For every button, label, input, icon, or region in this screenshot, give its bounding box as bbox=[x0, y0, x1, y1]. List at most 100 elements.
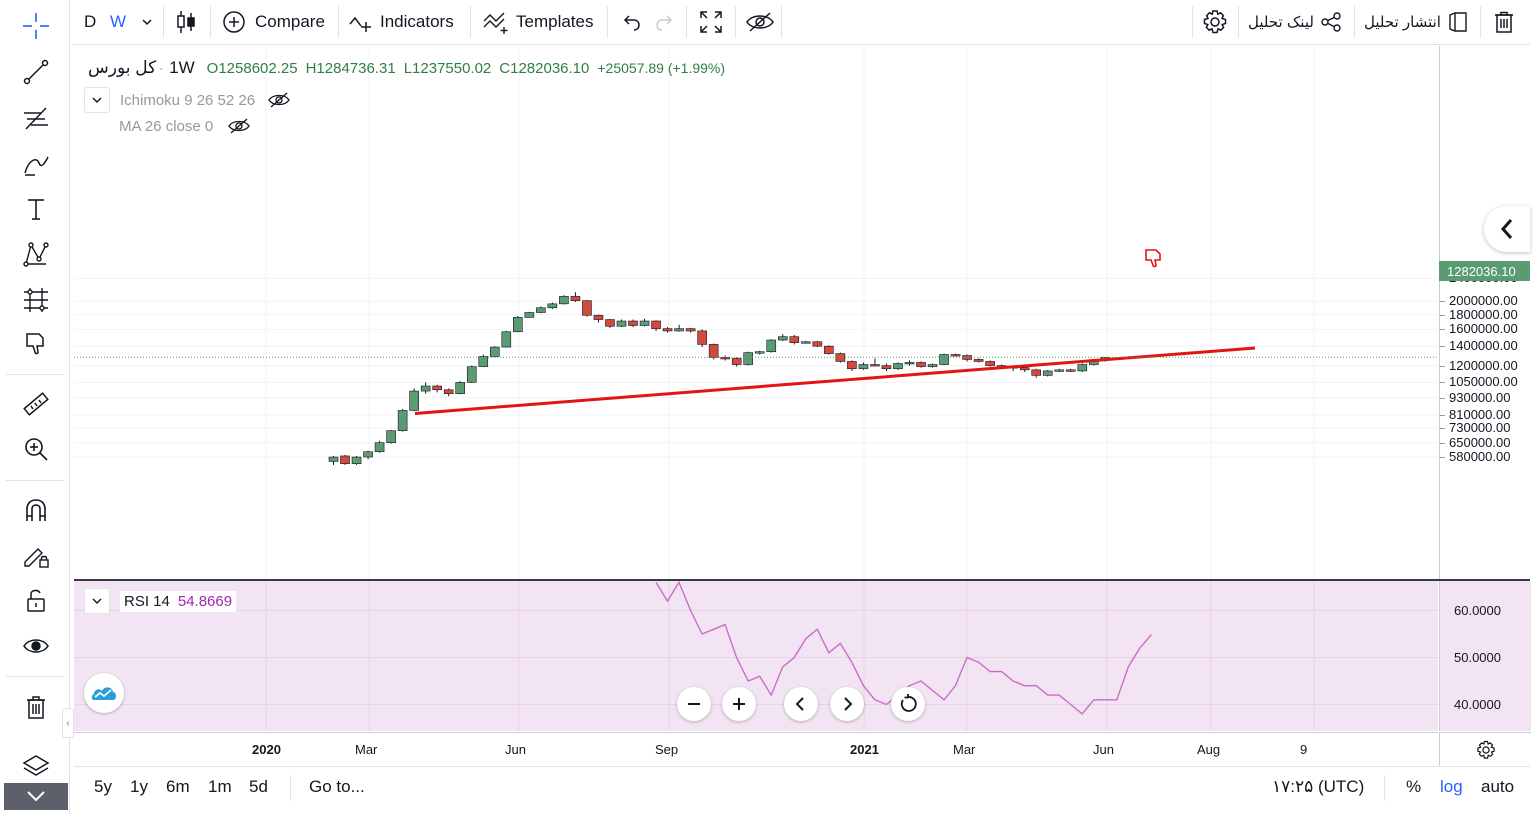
candle-body bbox=[674, 328, 684, 332]
price-axis[interactable]: 2400000.002000000.001800000.001600000.00… bbox=[1439, 46, 1531, 579]
scroll-right-button[interactable] bbox=[830, 687, 864, 721]
time-axis[interactable]: 2020 Mar Jun Sep 2021 Mar Jun Aug 9 bbox=[74, 732, 1438, 767]
collapse-left-toolbar-handle[interactable]: ‹ bbox=[62, 708, 74, 738]
bottom-toolbar: 5y 1y 6m 1m 5d Go to... ۱۷:۲۵ (UTC) % lo… bbox=[74, 766, 1530, 809]
rsi-pane[interactable] bbox=[74, 581, 1438, 731]
time-axis-label: Aug bbox=[1197, 742, 1221, 757]
pane-divider[interactable] bbox=[74, 579, 1530, 581]
indicators-button[interactable]: Indicators bbox=[348, 0, 454, 44]
chevron-down-icon bbox=[92, 598, 102, 604]
range-1m-button[interactable]: 1m bbox=[208, 777, 232, 796]
undo-button[interactable] bbox=[620, 0, 642, 44]
price-axis-tick bbox=[1440, 442, 1445, 444]
candle bbox=[731, 357, 742, 367]
delete-button[interactable] bbox=[1492, 0, 1516, 44]
price-axis-label: 730000.00 bbox=[1449, 420, 1511, 436]
price-axis-label: 580000.00 bbox=[1449, 449, 1511, 465]
magnet-icon[interactable] bbox=[16, 490, 56, 530]
price-pane[interactable] bbox=[74, 46, 1438, 579]
eye-off-icon[interactable] bbox=[267, 91, 291, 109]
crosshair-icon[interactable] bbox=[16, 6, 56, 46]
candle bbox=[835, 352, 846, 363]
candle-body bbox=[731, 358, 742, 365]
templates-button[interactable]: Templates bbox=[482, 0, 593, 44]
candle bbox=[1019, 366, 1030, 373]
expand-panel-button[interactable] bbox=[1484, 206, 1530, 252]
eye-off-icon[interactable] bbox=[227, 117, 251, 135]
rsi-name[interactable]: RSI 14 bbox=[120, 590, 174, 612]
zoom-in-icon[interactable] bbox=[16, 429, 56, 469]
legend-high: H1284736.31 bbox=[305, 59, 396, 77]
fullscreen-button[interactable] bbox=[698, 0, 724, 44]
chevron-left-icon bbox=[795, 697, 804, 711]
log-scale-button[interactable]: log bbox=[1440, 777, 1463, 796]
compare-button[interactable]: Compare bbox=[222, 0, 325, 44]
candle-body bbox=[1019, 367, 1030, 371]
candle-body bbox=[651, 320, 661, 329]
unlock-icon[interactable] bbox=[16, 580, 56, 620]
rsi-axis[interactable]: 60.0000 50.0000 40.0000 bbox=[1439, 581, 1531, 731]
scroll-left-button[interactable] bbox=[784, 687, 818, 721]
gear-icon bbox=[1203, 10, 1227, 34]
range-1y-button[interactable]: 1y bbox=[130, 777, 148, 796]
candle-body bbox=[777, 336, 788, 341]
interval-w-button[interactable]: W bbox=[110, 12, 127, 31]
publish-analysis-button[interactable]: انتشار تحلیل bbox=[1364, 0, 1469, 44]
candle-body bbox=[1042, 370, 1053, 376]
interval-dropdown[interactable] bbox=[140, 0, 154, 44]
chevron-right-icon bbox=[844, 697, 853, 711]
timezone-clock[interactable]: ۱۷:۲۵ (UTC) bbox=[1272, 777, 1365, 796]
link-analysis-button[interactable]: لینک تحلیل bbox=[1248, 0, 1342, 44]
redo-button[interactable] bbox=[654, 0, 676, 44]
ma-label[interactable]: MA 26 close 0 bbox=[119, 117, 214, 135]
range-5d-button[interactable]: 5d bbox=[249, 777, 268, 796]
trendline-drawing[interactable] bbox=[414, 346, 1256, 415]
trash-icon[interactable] bbox=[16, 687, 56, 727]
fullscreen-icon bbox=[700, 11, 722, 33]
candle-body bbox=[340, 455, 350, 465]
goto-button[interactable]: Go to... bbox=[309, 777, 365, 796]
eye-icon[interactable] bbox=[16, 626, 56, 666]
candle-body bbox=[593, 314, 604, 320]
price-axis-label: 1050000.00 bbox=[1449, 374, 1518, 390]
chart-type-button[interactable] bbox=[174, 0, 198, 44]
axis-settings-button[interactable] bbox=[1439, 732, 1531, 767]
text-icon[interactable] bbox=[16, 189, 56, 229]
candle bbox=[881, 363, 892, 371]
separator bbox=[6, 480, 64, 481]
ichimoku-label[interactable]: Ichimoku 9 26 52 26 bbox=[120, 91, 256, 109]
ruler-icon[interactable] bbox=[16, 384, 56, 424]
candle-body bbox=[363, 451, 373, 458]
brush-icon[interactable] bbox=[16, 144, 56, 184]
zoom-out-button[interactable] bbox=[677, 687, 711, 721]
pattern-icon[interactable] bbox=[16, 234, 56, 274]
collapse-toolbar-button[interactable] bbox=[4, 783, 68, 810]
hide-drawings-button[interactable] bbox=[745, 0, 775, 44]
settings-button[interactable] bbox=[1202, 0, 1228, 44]
reset-chart-button[interactable] bbox=[891, 687, 925, 721]
separator bbox=[781, 6, 782, 38]
collapse-indicators-button[interactable] bbox=[84, 87, 110, 113]
interval-d-button[interactable]: D bbox=[84, 12, 97, 31]
layers-icon[interactable] bbox=[16, 746, 56, 786]
candle-body bbox=[973, 359, 984, 362]
zoom-in-button[interactable] bbox=[722, 687, 756, 721]
candle bbox=[328, 455, 339, 465]
collapse-rsi-button[interactable] bbox=[84, 588, 110, 614]
range-5y-button[interactable]: 5y bbox=[94, 777, 112, 796]
candle bbox=[443, 388, 454, 397]
auto-scale-button[interactable]: auto bbox=[1481, 777, 1515, 796]
rsi-legend: RSI 14 54.8669 bbox=[84, 588, 237, 614]
fib-icon[interactable] bbox=[16, 98, 56, 138]
thumb-down-icon[interactable] bbox=[16, 323, 56, 363]
symbol-name[interactable]: کل بورس bbox=[88, 58, 157, 77]
candle bbox=[1054, 368, 1065, 373]
thumb-down-marker[interactable] bbox=[1145, 249, 1161, 268]
range-6m-button[interactable]: 6m bbox=[166, 777, 190, 796]
percent-scale-button[interactable]: % bbox=[1406, 777, 1422, 796]
trendline-icon[interactable] bbox=[16, 52, 56, 92]
tradingview-logo[interactable] bbox=[84, 673, 124, 713]
lock-drawing-icon[interactable] bbox=[16, 535, 56, 575]
forecast-icon[interactable] bbox=[16, 279, 56, 319]
candle bbox=[582, 300, 592, 317]
